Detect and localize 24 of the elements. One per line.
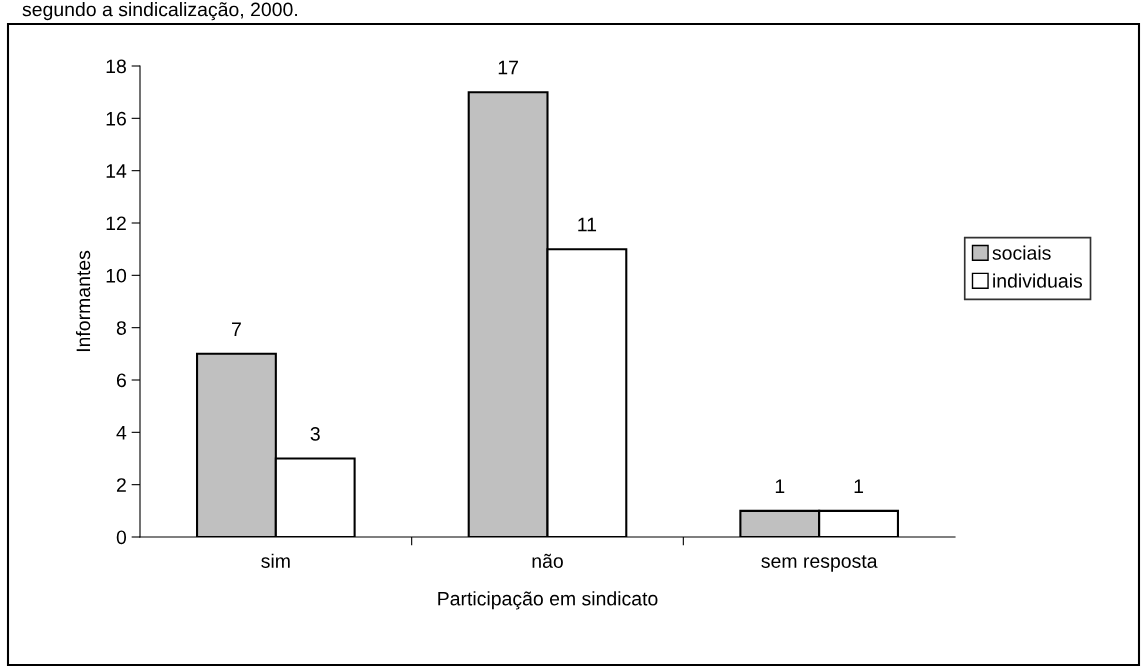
data-label: 17 xyxy=(498,60,518,75)
legend-label: sociais xyxy=(992,245,1051,260)
y-tick-label: 10 xyxy=(106,268,127,283)
y-tick-label: 16 xyxy=(106,111,126,126)
y-tick-label: 0 xyxy=(116,530,127,545)
y-tick-label: 6 xyxy=(116,373,126,388)
y-tick-label: 2 xyxy=(116,478,126,492)
legend-label: individuais xyxy=(993,273,1083,288)
y-axis-title: Informantes xyxy=(75,250,91,352)
x-axis-title: Participação em sindicato xyxy=(438,591,658,610)
y-tick-label: 12 xyxy=(106,216,126,231)
y-tick-label: 14 xyxy=(106,164,127,178)
data-label: 1 xyxy=(775,479,785,493)
y-tick-label: 4 xyxy=(116,426,127,440)
x-tick-label: sem resposta xyxy=(761,555,878,572)
data-label: 11 xyxy=(578,217,597,232)
y-tick-label: 18 xyxy=(106,59,126,74)
y-tick-label: 8 xyxy=(116,321,126,335)
x-tick-label: sim xyxy=(261,553,290,568)
data-label: 7 xyxy=(232,322,241,336)
x-tick-label: não xyxy=(532,553,563,568)
data-label: 1 xyxy=(854,479,864,493)
data-label: 3 xyxy=(310,427,320,441)
chart-title: segundo a sindicalização, 2000. xyxy=(22,2,297,21)
